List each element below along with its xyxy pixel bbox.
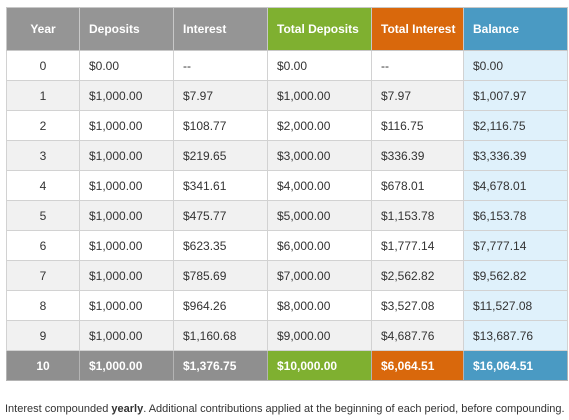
- cell-balance: $1,007.97: [463, 80, 568, 111]
- cell-year: 5: [6, 200, 80, 231]
- cell-year: 6: [6, 230, 80, 261]
- cell-balance: $9,562.82: [463, 260, 568, 291]
- cell-year: 0: [6, 50, 80, 81]
- cell-total-interest: $336.39: [371, 140, 464, 171]
- cell-total-interest: $7.97: [371, 80, 464, 111]
- cell-year: 4: [6, 170, 80, 201]
- table-row: 2 $1,000.00 $108.77 $2,000.00 $116.75 $2,116.…: [6, 110, 568, 141]
- cell-balance: $4,678.01: [463, 170, 568, 201]
- cell-total-deposits: $7,000.00: [267, 260, 372, 291]
- cell-total-deposits: $9,000.00: [267, 320, 372, 351]
- table-body: 0 $0.00 -- $0.00 -- $0.00 1 $1,000.00 $7.97 $1,00…: [6, 50, 568, 381]
- footnote-prefix: Interest compounded: [5, 403, 112, 415]
- cell-year: 9: [6, 320, 80, 351]
- cell-year: 8: [6, 290, 80, 321]
- cell-year: 3: [6, 140, 80, 171]
- cell-interest: $475.77: [173, 200, 268, 231]
- cell-balance: $7,777.14: [463, 230, 568, 261]
- cell-interest: $785.69: [173, 260, 268, 291]
- footnote-frequency: yearly: [111, 403, 144, 415]
- header-deposits: Deposits: [79, 7, 174, 51]
- cell-total-deposits: $4,000.00: [267, 170, 372, 201]
- cell-deposits: $1,000.00: [79, 140, 174, 171]
- table-row: 1 $1,000.00 $7.97 $1,000.00 $7.97 $1,007.97: [6, 80, 568, 111]
- total-cell-total-interest: $6,064.51: [371, 350, 464, 381]
- cell-deposits: $0.00: [79, 50, 174, 81]
- cell-balance: $13,687.76: [463, 320, 568, 351]
- table-row: 7 $1,000.00 $785.69 $7,000.00 $2,562.82 $9,56…: [6, 260, 568, 291]
- deposit-schedule-table: Year Deposits Interest Total Deposits To…: [6, 7, 568, 381]
- table-header: Year Deposits Interest Total Deposits To…: [6, 7, 568, 51]
- table-row: 0 $0.00 -- $0.00 -- $0.00: [6, 50, 568, 81]
- cell-deposits: $1,000.00: [79, 110, 174, 141]
- cell-interest: $108.77: [173, 110, 268, 141]
- cell-total-interest: $2,562.82: [371, 260, 464, 291]
- total-cell-interest: $1,376.75: [173, 350, 268, 381]
- footnote-suffix: . Additional contributions applied at th…: [143, 403, 565, 415]
- total-cell-total-deposits: $10,000.00: [267, 350, 372, 381]
- cell-interest: --: [173, 50, 268, 81]
- cell-balance: $11,527.08: [463, 290, 568, 321]
- cell-deposits: $1,000.00: [79, 80, 174, 111]
- cell-total-deposits: $5,000.00: [267, 200, 372, 231]
- cell-total-interest: --: [371, 50, 464, 81]
- table-row: 5 $1,000.00 $475.77 $5,000.00 $1,153.78 $6,15…: [6, 200, 568, 231]
- header-row: Year Deposits Interest Total Deposits To…: [6, 7, 568, 51]
- table-row: 8 $1,000.00 $964.26 $8,000.00 $3,527.08 $11,5…: [6, 290, 568, 321]
- cell-total-interest: $678.01: [371, 170, 464, 201]
- total-row: 10 $1,000.00 $1,376.75 $10,000.00 $6,064.51 $…: [6, 350, 568, 381]
- cell-total-deposits: $1,000.00: [267, 80, 372, 111]
- cell-interest: $623.35: [173, 230, 268, 261]
- total-cell-deposits: $1,000.00: [79, 350, 174, 381]
- cell-total-deposits: $0.00: [267, 50, 372, 81]
- header-total-deposits: Total Deposits: [267, 7, 372, 51]
- compounding-footnote: Interest compounded yearly. Additional c…: [5, 403, 565, 415]
- cell-balance: $3,336.39: [463, 140, 568, 171]
- cell-deposits: $1,000.00: [79, 230, 174, 261]
- cell-deposits: $1,000.00: [79, 170, 174, 201]
- cell-interest: $964.26: [173, 290, 268, 321]
- cell-total-interest: $1,777.14: [371, 230, 464, 261]
- header-year: Year: [6, 7, 80, 51]
- table-row: 3 $1,000.00 $219.65 $3,000.00 $336.39 $3,336.…: [6, 140, 568, 171]
- header-interest: Interest: [173, 7, 268, 51]
- cell-total-interest: $3,527.08: [371, 290, 464, 321]
- cell-year: 7: [6, 260, 80, 291]
- cell-balance: $0.00: [463, 50, 568, 81]
- cell-year: 2: [6, 110, 80, 141]
- cell-total-interest: $4,687.76: [371, 320, 464, 351]
- cell-total-deposits: $2,000.00: [267, 110, 372, 141]
- cell-total-deposits: $6,000.00: [267, 230, 372, 261]
- cell-total-interest: $1,153.78: [371, 200, 464, 231]
- cell-balance: $2,116.75: [463, 110, 568, 141]
- cell-deposits: $1,000.00: [79, 200, 174, 231]
- table-row: 4 $1,000.00 $341.61 $4,000.00 $678.01 $4,678.…: [6, 170, 568, 201]
- cell-interest: $341.61: [173, 170, 268, 201]
- table-row: 9 $1,000.00 $1,160.68 $9,000.00 $4,687.76 $13…: [6, 320, 568, 351]
- cell-total-deposits: $3,000.00: [267, 140, 372, 171]
- cell-interest: $7.97: [173, 80, 268, 111]
- table-row: 6 $1,000.00 $623.35 $6,000.00 $1,777.14 $7,77…: [6, 230, 568, 261]
- cell-total-interest: $116.75: [371, 110, 464, 141]
- cell-year: 1: [6, 80, 80, 111]
- cell-balance: $6,153.78: [463, 200, 568, 231]
- total-cell-balance: $16,064.51: [463, 350, 568, 381]
- cell-interest: $219.65: [173, 140, 268, 171]
- cell-interest: $1,160.68: [173, 320, 268, 351]
- cell-deposits: $1,000.00: [79, 290, 174, 321]
- cell-deposits: $1,000.00: [79, 320, 174, 351]
- header-total-interest: Total Interest: [371, 7, 464, 51]
- cell-deposits: $1,000.00: [79, 260, 174, 291]
- total-cell-year: 10: [6, 350, 80, 381]
- header-balance: Balance: [463, 7, 568, 51]
- cell-total-deposits: $8,000.00: [267, 290, 372, 321]
